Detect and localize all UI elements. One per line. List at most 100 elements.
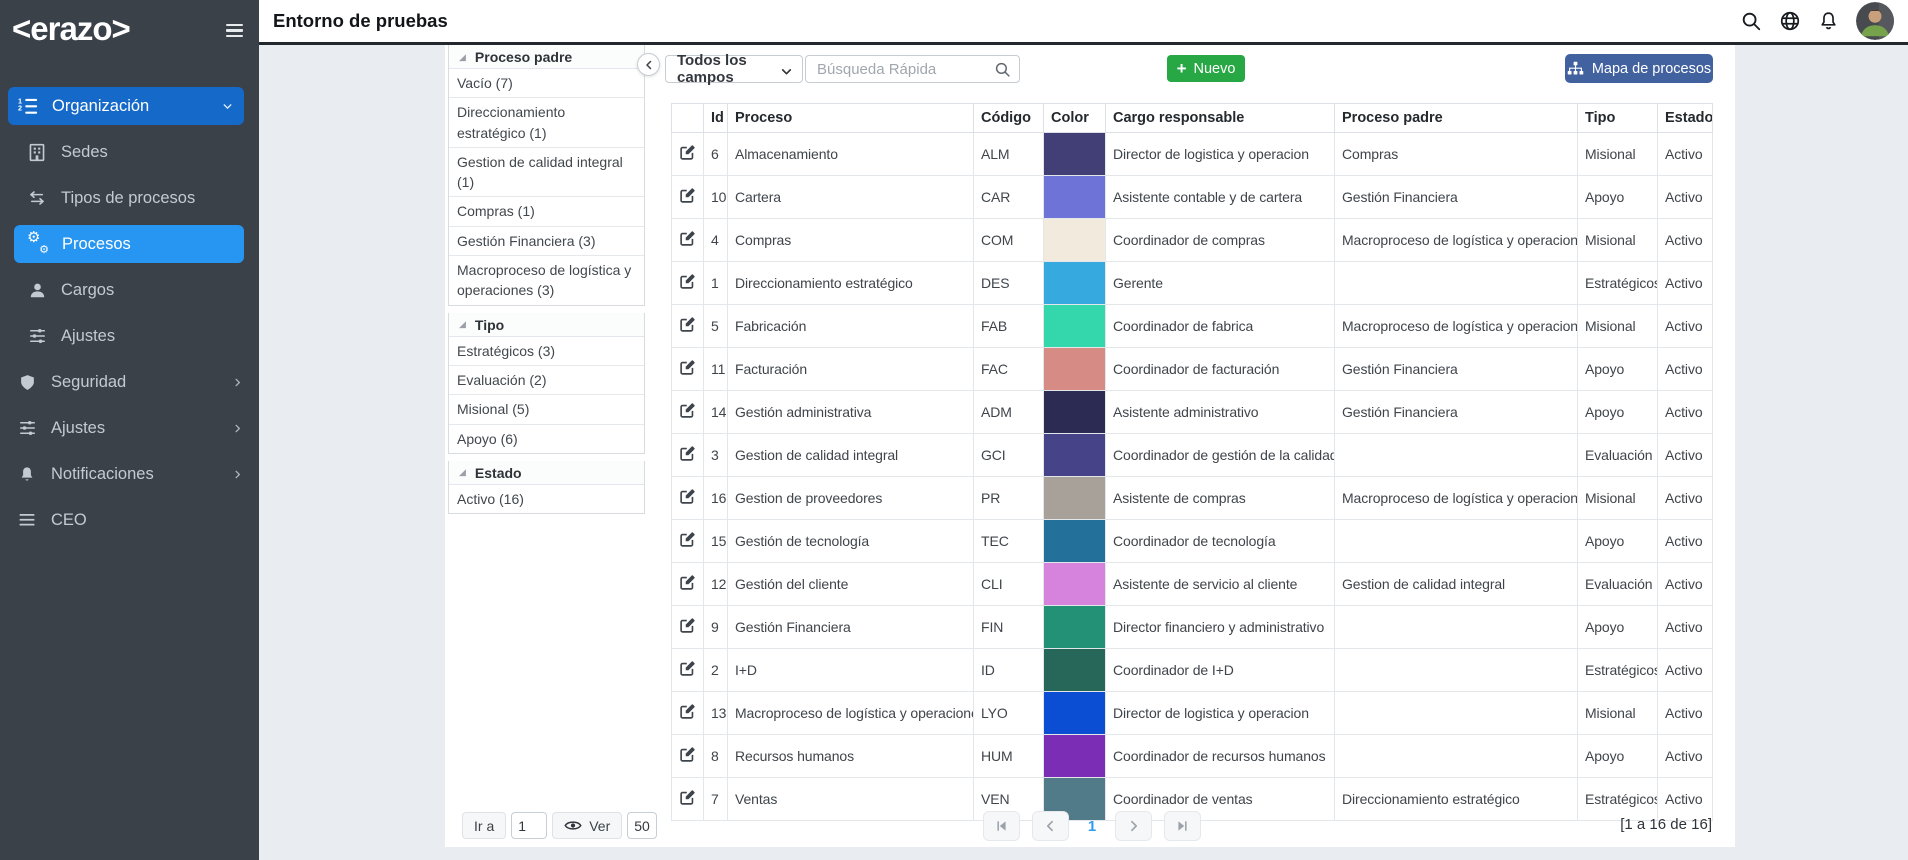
goto-page-button[interactable]: Ir a <box>462 812 507 839</box>
edit-icon[interactable] <box>679 703 696 720</box>
filter-item[interactable]: Vacío (7) <box>449 69 644 99</box>
edit-row-cell[interactable] <box>671 132 704 176</box>
filter-section-header[interactable]: ◢ Proceso padre <box>449 45 644 69</box>
edit-icon[interactable] <box>679 746 696 763</box>
edit-row-cell[interactable] <box>671 519 704 563</box>
edit-icon[interactable] <box>679 359 696 376</box>
globe-icon[interactable] <box>1779 10 1801 32</box>
cell-color <box>1043 347 1106 391</box>
filter-item[interactable]: Evaluación (2) <box>449 366 644 396</box>
table-row[interactable]: 4 Compras COM Coordinador de compras Mac… <box>671 218 1713 262</box>
quick-search-input[interactable] <box>805 55 1020 83</box>
edit-icon[interactable] <box>679 445 696 462</box>
sidebar-item-ajustes[interactable]: Ajustes <box>0 313 259 359</box>
table-row[interactable]: 12 Gestión del cliente CLI Asistente de … <box>671 562 1713 606</box>
sidebar-item-cargos[interactable]: Cargos <box>0 267 259 313</box>
filter-item[interactable]: Misional (5) <box>449 395 644 425</box>
edit-icon[interactable] <box>679 316 696 333</box>
last-page-button[interactable] <box>1164 811 1201 841</box>
edit-icon[interactable] <box>679 789 696 806</box>
edit-row-cell[interactable] <box>671 691 704 735</box>
hamburger-menu-icon[interactable] <box>226 21 243 41</box>
edit-row-cell[interactable] <box>671 562 704 606</box>
filter-item[interactable]: Compras (1) <box>449 197 644 227</box>
sidebar-item-notificaciones[interactable]: Notificaciones <box>0 451 259 497</box>
filter-item[interactable]: Gestión Financiera (3) <box>449 227 644 257</box>
current-page-number[interactable]: 1 <box>1087 817 1097 835</box>
previous-page-button[interactable] <box>1032 811 1069 841</box>
table-row[interactable]: 8 Recursos humanos HUM Coordinador de re… <box>671 734 1713 778</box>
sidebar-item-procesos[interactable]: ⚙ ⚙ Procesos <box>14 225 244 263</box>
process-map-button[interactable]: Mapa de procesos <box>1565 54 1713 83</box>
sidebar-item-ceo[interactable]: CEO <box>0 497 259 543</box>
edit-row-cell[interactable] <box>671 777 704 821</box>
search-field-select[interactable]: Todos los campos <box>665 52 803 86</box>
column-header-proceso[interactable]: Proceso <box>727 103 974 133</box>
filter-section-header[interactable]: ◢ Tipo <box>449 312 644 337</box>
column-header-tipo[interactable]: Tipo <box>1577 103 1658 133</box>
edit-icon[interactable] <box>679 230 696 247</box>
table-row[interactable]: 14 Gestión administrativa ADM Asistente … <box>671 390 1713 434</box>
edit-icon[interactable] <box>679 574 696 591</box>
edit-row-cell[interactable] <box>671 304 704 348</box>
user-avatar[interactable] <box>1856 2 1894 40</box>
bell-icon[interactable] <box>1818 10 1839 32</box>
filter-item[interactable]: Direccionamiento estratégico (1) <box>449 98 644 148</box>
edit-icon[interactable] <box>679 187 696 204</box>
view-button[interactable]: Ver <box>552 812 623 839</box>
new-button[interactable]: + Nuevo <box>1167 55 1245 82</box>
edit-row-cell[interactable] <box>671 734 704 778</box>
edit-icon[interactable] <box>679 617 696 634</box>
edit-icon[interactable] <box>679 531 696 548</box>
filter-item[interactable]: Estratégicos (3) <box>449 337 644 366</box>
cell-color <box>1043 605 1106 649</box>
edit-row-cell[interactable] <box>671 218 704 262</box>
edit-icon[interactable] <box>679 660 696 677</box>
edit-row-cell[interactable] <box>671 433 704 477</box>
column-header-padre[interactable]: Proceso padre <box>1334 103 1578 133</box>
table-row[interactable]: 3 Gestion de calidad integral GCI Coordi… <box>671 433 1713 477</box>
page-size-input[interactable] <box>627 812 658 839</box>
column-header-cargo[interactable]: Cargo responsable <box>1105 103 1335 133</box>
edit-row-cell[interactable] <box>671 261 704 305</box>
table-row[interactable]: 10 Cartera CAR Asistente contable y de c… <box>671 175 1713 219</box>
table-row[interactable]: 6 Almacenamiento ALM Director de logisti… <box>671 132 1713 176</box>
column-header-estado[interactable]: Estado <box>1657 103 1713 133</box>
edit-row-cell[interactable] <box>671 390 704 434</box>
sidebar-item-seguridad[interactable]: Seguridad <box>0 359 259 405</box>
filter-item[interactable]: Gestion de calidad integral (1) <box>449 148 644 198</box>
column-header-id[interactable]: Id <box>703 103 728 133</box>
edit-row-cell[interactable] <box>671 605 704 649</box>
table-row[interactable]: 15 Gestión de tecnología TEC Coordinador… <box>671 519 1713 563</box>
column-header-codigo[interactable]: Código <box>973 103 1044 133</box>
filter-item[interactable]: Apoyo (6) <box>457 430 518 447</box>
search-icon[interactable] <box>1740 10 1762 32</box>
table-row[interactable]: 5 Fabricación FAB Coordinador de fabrica… <box>671 304 1713 348</box>
first-page-button[interactable] <box>983 811 1020 841</box>
table-row[interactable]: 11 Facturación FAC Coordinador de factur… <box>671 347 1713 391</box>
filter-item[interactable]: Macroproceso de logística y operaciones … <box>457 262 632 299</box>
edit-icon[interactable] <box>679 488 696 505</box>
edit-row-cell[interactable] <box>671 476 704 520</box>
table-row[interactable]: 9 Gestión Financiera FIN Director financ… <box>671 605 1713 649</box>
filter-section-header[interactable]: ◢ Estado <box>449 460 644 485</box>
edit-row-cell[interactable] <box>671 347 704 391</box>
edit-icon[interactable] <box>679 273 696 290</box>
table-row[interactable]: 13 Macroproceso de logística y operacion… <box>671 691 1713 735</box>
edit-row-cell[interactable] <box>671 175 704 219</box>
column-header-color[interactable]: Color <box>1043 103 1106 133</box>
edit-icon[interactable] <box>679 402 696 419</box>
table-row[interactable]: 2 I+D ID Coordinador de I+D Estratégicos… <box>671 648 1713 692</box>
goto-page-input[interactable] <box>511 812 548 839</box>
edit-row-cell[interactable] <box>671 648 704 692</box>
next-page-button[interactable] <box>1115 811 1152 841</box>
filter-item[interactable]: Activo (16) <box>457 490 524 507</box>
sidebar-item-tipos-de-procesos[interactable]: Tipos de procesos <box>0 175 259 221</box>
table-row[interactable]: 16 Gestion de proveedores PR Asistente d… <box>671 476 1713 520</box>
edit-icon[interactable] <box>679 144 696 161</box>
collapse-filters-button[interactable] <box>637 53 660 76</box>
sidebar-item-ajustes-2[interactable]: Ajustes <box>0 405 259 451</box>
table-row[interactable]: 1 Direccionamiento estratégico DES Geren… <box>671 261 1713 305</box>
sidebar-item-sedes[interactable]: Sedes <box>0 129 259 175</box>
